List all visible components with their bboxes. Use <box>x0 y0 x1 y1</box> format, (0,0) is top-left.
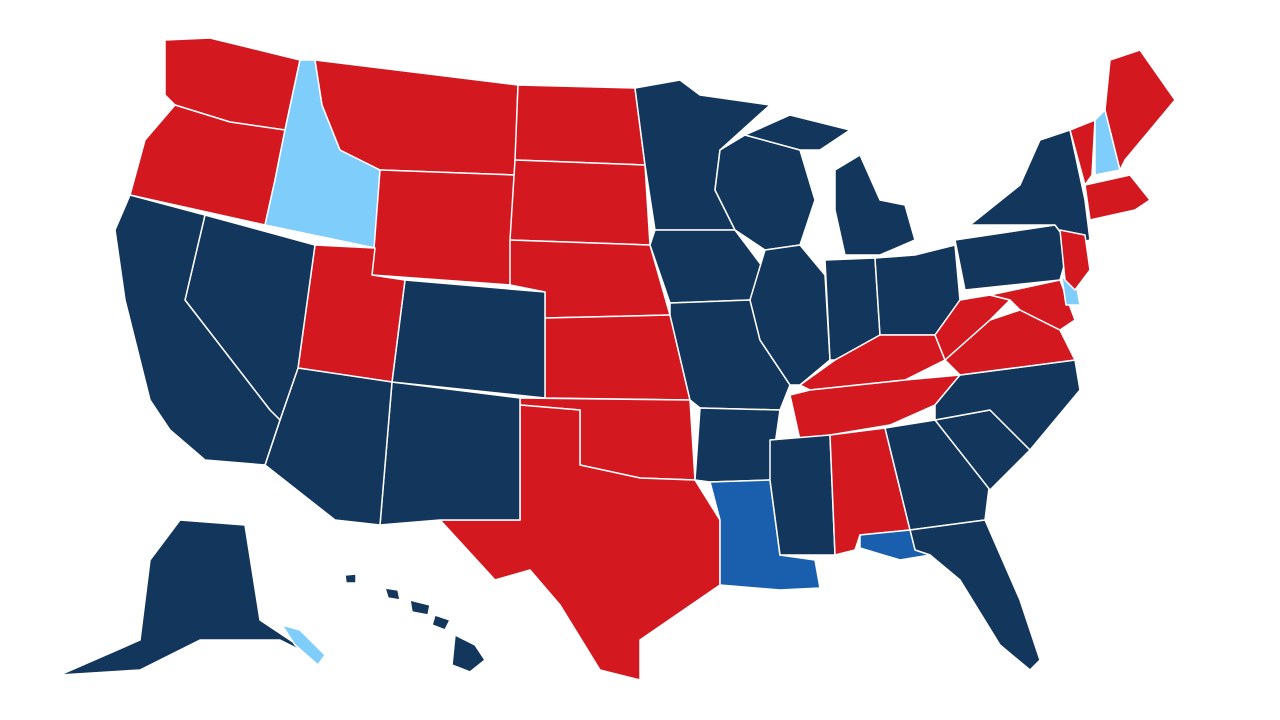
state-ar <box>694 407 781 483</box>
state-hi-3 <box>431 614 451 631</box>
state-ak-islands <box>281 624 326 666</box>
state-hi-1 <box>384 587 401 601</box>
state-nd <box>514 84 646 166</box>
state-ma-ct-ri <box>1084 174 1151 221</box>
state-ga <box>884 419 991 531</box>
state-mi-lower <box>834 154 916 256</box>
state-nj <box>1059 229 1091 291</box>
state-ca <box>114 194 281 466</box>
state-md <box>989 279 1076 331</box>
state-ks <box>544 314 691 401</box>
state-nm <box>379 381 521 526</box>
state-hi-4 <box>451 634 486 673</box>
state-vt <box>1069 119 1096 186</box>
state-tx <box>439 404 721 681</box>
state-hi-2 <box>409 599 431 616</box>
state-ak <box>59 519 321 676</box>
state-fl <box>909 519 1041 671</box>
state-mi-upper <box>744 114 851 151</box>
state-pa <box>954 224 1071 291</box>
state-hi-5 <box>344 573 357 584</box>
states <box>59 37 1176 681</box>
state-me <box>1104 49 1176 171</box>
state-co <box>391 279 546 399</box>
state-sd <box>509 159 651 246</box>
state-wy <box>371 169 516 286</box>
state-fl-panhandle <box>859 529 931 561</box>
state-ms <box>769 434 836 556</box>
state-ia <box>649 229 766 304</box>
state-ny <box>969 129 1091 246</box>
